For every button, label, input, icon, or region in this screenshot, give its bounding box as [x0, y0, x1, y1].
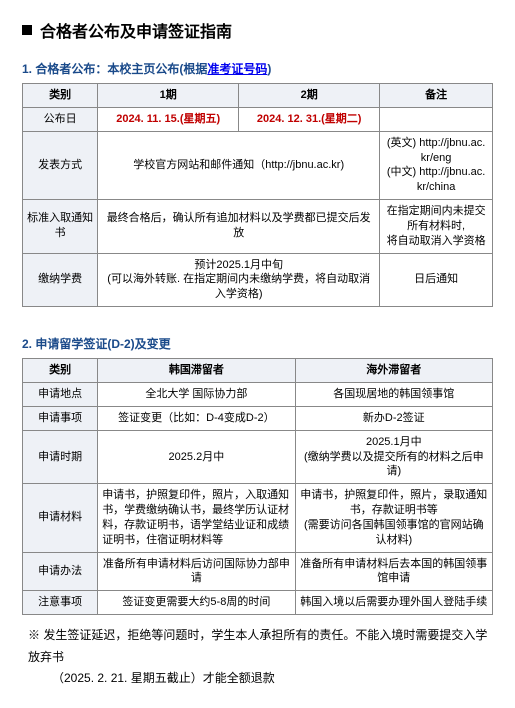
- method-domestic: 准备所有申请材料后访问国际协力部申请: [98, 552, 295, 591]
- page-title: 合格者公布及申请签证指南: [40, 18, 232, 42]
- row-head-announce-method: 发表方式: [23, 131, 98, 199]
- table-row: 发表方式 学校官方网站和邮件通知（http://jbnu.ac.kr) (英文)…: [23, 131, 493, 199]
- tuition-line2: (可以海外转账. 在指定期间内未缴纳学费，将自动取消入学资格): [102, 272, 375, 302]
- period-overseas: 2025.1月中 (缴纳学费以及提交所有的材料之后申请): [295, 430, 492, 484]
- materials-overseas: 申请书，护照复印件，照片，录取通知书，存款证明书等 (需要访问各国韩国领事馆的官…: [295, 484, 492, 552]
- footnote-line1: ※ 发生签证延迟，拒绝等问题时，学生本人承担所有的责任。不能入境时需要提交入学放…: [28, 625, 493, 668]
- method-overseas: 准备所有申请材料后去本国的韩国领事馆申请: [295, 552, 492, 591]
- row-head-item: 申请事项: [23, 406, 98, 430]
- col-term2: 2期: [239, 84, 380, 108]
- row-head-tuition: 缴纳学费: [23, 253, 98, 307]
- section1-label-suffix: ): [267, 62, 271, 76]
- page-header: 合格者公布及申请签证指南: [22, 18, 493, 42]
- table-row: 标准入取通知书 最终合格后，确认所有追加材料以及学费都已提交后发放 在指定期间内…: [23, 200, 493, 254]
- tuition-line1: 预计2025.1月中旬: [102, 258, 375, 273]
- table-row: 公布日 2024. 11. 15.(星期五) 2024. 12. 31.(星期二…: [23, 107, 493, 131]
- table-row: 申请事项 签证变更（比如：D-4变成D-2） 新办D-2签证: [23, 406, 493, 430]
- col-category: 类别: [23, 84, 98, 108]
- col-domestic: 韩国滞留者: [98, 359, 295, 383]
- row-head-place: 申请地点: [23, 382, 98, 406]
- tuition-cell: 预计2025.1月中旬 (可以海外转账. 在指定期间内未缴纳学费，将自动取消入学…: [98, 253, 380, 307]
- notice-overseas: 韩国入境以后需要办理外国人登陆手续: [295, 591, 492, 615]
- section1-label: 1. 合格者公布：本校主页公布(根据准考证号码): [22, 60, 493, 77]
- table-row: 申请办法 准备所有申请材料后访问国际协力部申请 准备所有申请材料后去本国的韩国领…: [23, 552, 493, 591]
- table-row: 申请时期 2025.2月中 2025.1月中 (缴纳学费以及提交所有的材料之后申…: [23, 430, 493, 484]
- visa-table: 类别 韩国滞留者 海外滞留者 申请地点 全北大学 国际协力部 各国现居地的韩国领…: [22, 358, 493, 615]
- table-row: 申请地点 全北大学 国际协力部 各国现居地的韩国领事馆: [23, 382, 493, 406]
- row-head-notice: 注意事项: [23, 591, 98, 615]
- row-head-period: 申请时期: [23, 430, 98, 484]
- row-head-publish-date: 公布日: [23, 107, 98, 131]
- announce-method: 学校官方网站和邮件通知（http://jbnu.ac.kr): [98, 131, 380, 199]
- section1-label-prefix: 1. 合格者公布：本校主页公布(根据: [22, 62, 207, 76]
- publish-date-term1: 2024. 11. 15.(星期五): [98, 107, 239, 131]
- publish-date-remark: [380, 107, 493, 131]
- col-term1: 1期: [98, 84, 239, 108]
- tuition-remark: 日后通知: [380, 253, 493, 307]
- col-overseas: 海外滞留者: [295, 359, 492, 383]
- notice-domestic: 签证变更需要大约5-8周的时间: [98, 591, 295, 615]
- col-remark: 备注: [380, 84, 493, 108]
- announcement-table: 类别 1期 2期 备注 公布日 2024. 11. 15.(星期五) 2024.…: [22, 83, 493, 307]
- table-header-row: 类别 韩国滞留者 海外滞留者: [23, 359, 493, 383]
- row-head-admission-letter: 标准入取通知书: [23, 200, 98, 254]
- footnote: ※ 发生签证延迟，拒绝等问题时，学生本人承担所有的责任。不能入境时需要提交入学放…: [22, 625, 493, 690]
- item-domestic: 签证变更（比如：D-4变成D-2）: [98, 406, 295, 430]
- exam-number-link[interactable]: 准考证号码: [207, 62, 267, 76]
- square-bullet-icon: [22, 25, 32, 35]
- footnote-line2: （2025. 2. 21. 星期五截止）才能全额退款: [28, 668, 493, 690]
- place-overseas: 各国现居地的韩国领事馆: [295, 382, 492, 406]
- admission-letter: 最终合格后，确认所有追加材料以及学费都已提交后发放: [98, 200, 380, 254]
- table-row: 申请材料 申请书，护照复印件，照片，入取通知书，学费缴纳确认书，最终学历认证材料…: [23, 484, 493, 552]
- table-row: 注意事项 签证变更需要大约5-8周的时间 韩国入境以后需要办理外国人登陆手续: [23, 591, 493, 615]
- materials-domestic: 申请书，护照复印件，照片，入取通知书，学费缴纳确认书，最终学历认证材料，存款证明…: [98, 484, 295, 552]
- row-head-method: 申请办法: [23, 552, 98, 591]
- place-domestic: 全北大学 国际协力部: [98, 382, 295, 406]
- section2-label: 2. 申请留学签证(D-2)及变更: [22, 335, 493, 352]
- admission-letter-remark: 在指定期间内未提交所有材料时, 将自动取消入学资格: [380, 200, 493, 254]
- item-overseas: 新办D-2签证: [295, 406, 492, 430]
- table-row: 缴纳学费 预计2025.1月中旬 (可以海外转账. 在指定期间内未缴纳学费，将自…: [23, 253, 493, 307]
- period-domestic: 2025.2月中: [98, 430, 295, 484]
- col-category: 类别: [23, 359, 98, 383]
- table-header-row: 类别 1期 2期 备注: [23, 84, 493, 108]
- announce-method-remark: (英文) http://jbnu.ac.kr/eng (中文) http://j…: [380, 131, 493, 199]
- publish-date-term2: 2024. 12. 31.(星期二): [239, 107, 380, 131]
- row-head-materials: 申请材料: [23, 484, 98, 552]
